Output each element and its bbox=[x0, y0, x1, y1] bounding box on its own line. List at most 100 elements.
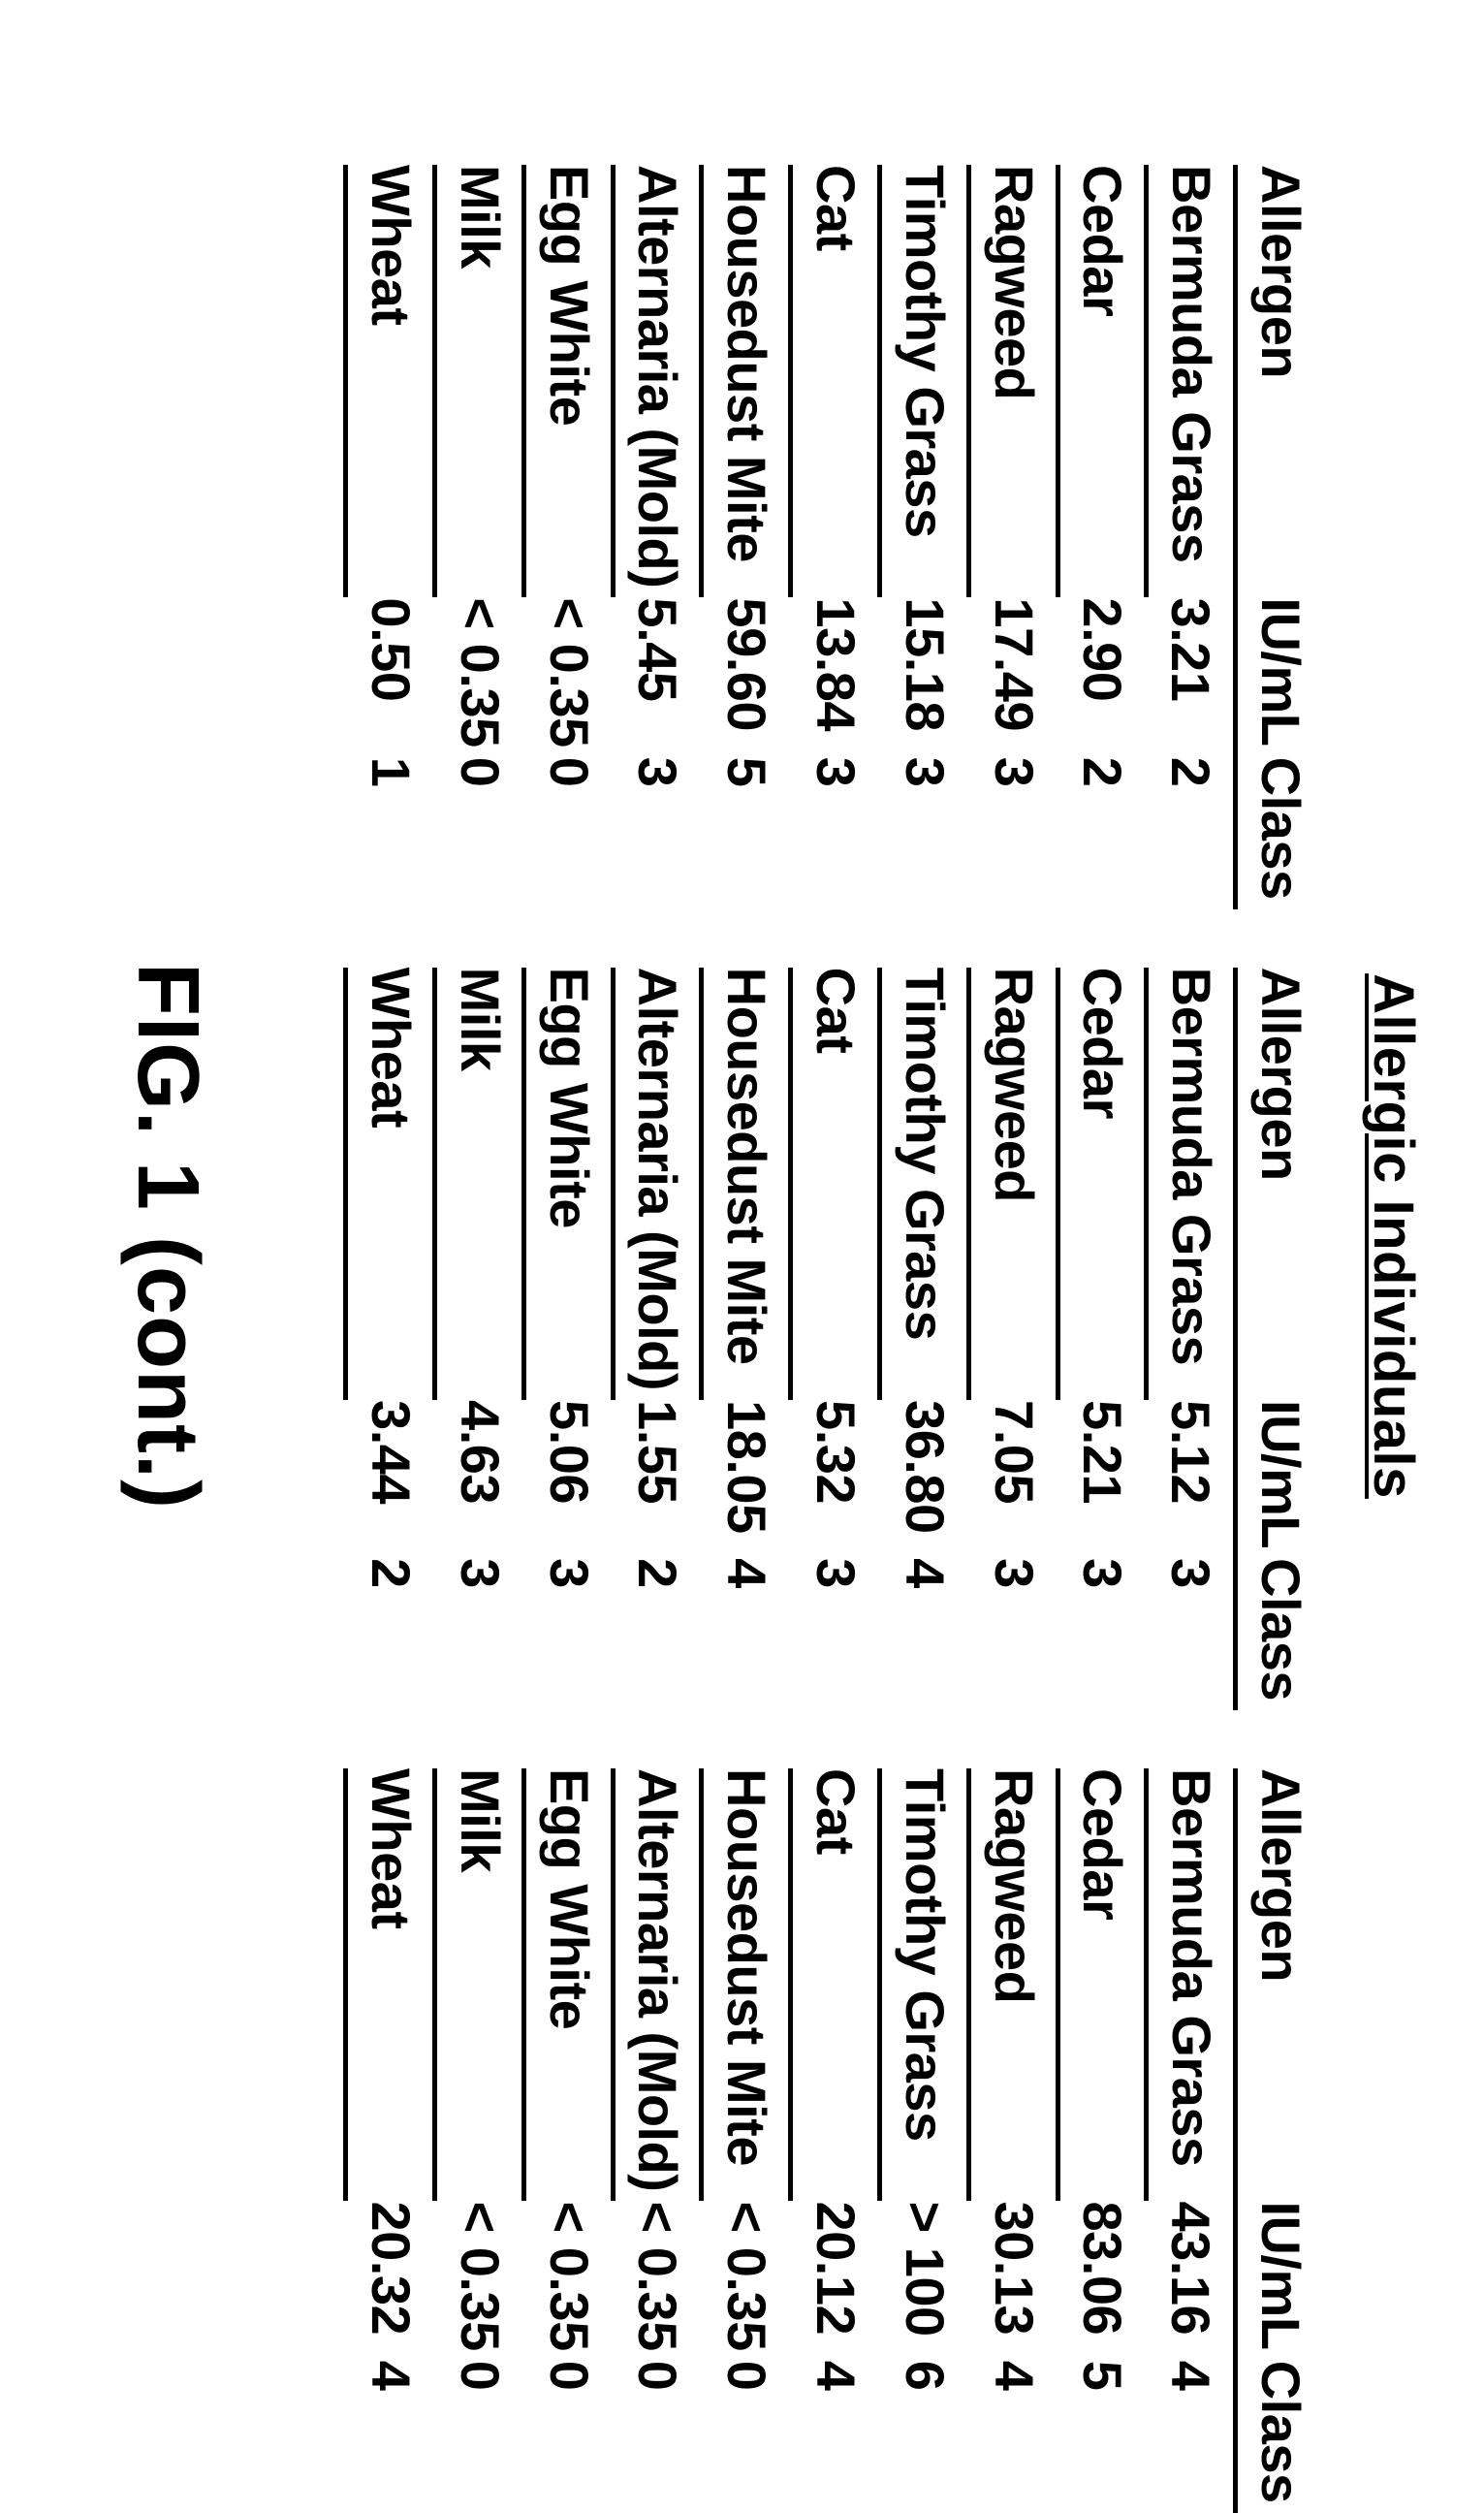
allergen-table-1: Allergen IU/mL Class Bermuda Grass3.212 … bbox=[343, 165, 1322, 909]
cell-class: 5 bbox=[702, 757, 791, 909]
cell-iu: 5.32 bbox=[791, 1400, 880, 1558]
cell-iu: 1.55 bbox=[613, 1400, 702, 1558]
figure-caption: FIG. 1 (cont.) bbox=[117, 963, 217, 1510]
cell-iu: 0.50 bbox=[346, 597, 435, 756]
cell-allergen: Ragweed bbox=[968, 1768, 1058, 2201]
cell-class: 0 bbox=[435, 2361, 524, 2513]
cell-class: 0 bbox=[702, 2361, 791, 2513]
cell-iu: 3.21 bbox=[1147, 597, 1236, 756]
cell-class: 2 bbox=[613, 1558, 702, 1710]
cell-class: 2 bbox=[346, 1558, 435, 1710]
cell-allergen: Egg White bbox=[523, 968, 613, 1400]
cell-iu: 15.18 bbox=[880, 597, 969, 756]
header-class: Class bbox=[1236, 1558, 1322, 1710]
cell-class: 4 bbox=[880, 1558, 969, 1710]
header-class: Class bbox=[1236, 2361, 1322, 2513]
cell-allergen: Milk bbox=[435, 165, 524, 597]
header-allergen: Allergen bbox=[1236, 1768, 1322, 2201]
cell-class: 2 bbox=[1058, 757, 1147, 909]
cell-allergen: Cat bbox=[791, 165, 880, 597]
cell-allergen: Cat bbox=[791, 1768, 880, 2201]
cell-iu: 5.12 bbox=[1147, 1400, 1236, 1558]
cell-iu: < 0.35 bbox=[702, 2201, 791, 2360]
cell-allergen: Alternaria (Mold) bbox=[613, 968, 702, 1400]
cell-iu: < 0.35 bbox=[435, 2201, 524, 2360]
header-iu: IU/mL bbox=[1236, 597, 1322, 756]
cell-class: 0 bbox=[523, 757, 613, 909]
cell-allergen: Egg White bbox=[523, 165, 613, 597]
cell-class: 0 bbox=[523, 2361, 613, 2513]
cell-iu: 2.90 bbox=[1058, 597, 1147, 756]
cell-iu: 7.05 bbox=[968, 1400, 1058, 1558]
header-allergen: Allergen bbox=[1236, 165, 1322, 597]
cell-allergen: Bermuda Grass bbox=[1147, 968, 1236, 1400]
header-iu: IU/mL bbox=[1236, 1400, 1322, 1558]
page-title: Allergic Individuals bbox=[1361, 973, 1426, 1499]
cell-iu: 18.05 bbox=[702, 1400, 791, 1558]
allergen-table-2: Allergen IU/mL Class Bermuda Grass5.123 … bbox=[343, 968, 1322, 1710]
cell-class: 4 bbox=[1147, 2361, 1236, 2513]
cell-iu: < 0.35 bbox=[613, 2201, 702, 2360]
cell-class: 2 bbox=[1147, 757, 1236, 909]
cell-allergen: Timothy Grass bbox=[880, 1768, 969, 2201]
cell-iu: > 100 bbox=[880, 2201, 969, 2360]
cell-allergen: Cedar bbox=[1058, 1768, 1147, 2201]
cell-iu: < 0.35 bbox=[523, 2201, 613, 2360]
cell-allergen: Milk bbox=[435, 968, 524, 1400]
cell-iu: 43.16 bbox=[1147, 2201, 1236, 2360]
cell-class: 3 bbox=[1058, 1558, 1147, 1710]
cell-iu: 5.21 bbox=[1058, 1400, 1147, 1558]
cell-iu: < 0.35 bbox=[523, 597, 613, 756]
cell-iu: 5.45 bbox=[613, 597, 702, 756]
cell-iu: 83.06 bbox=[1058, 2201, 1147, 2360]
cell-allergen: Cat bbox=[791, 968, 880, 1400]
cell-iu: 5.06 bbox=[523, 1400, 613, 1558]
cell-iu: 4.63 bbox=[435, 1400, 524, 1558]
cell-iu: 20.32 bbox=[346, 2201, 435, 2360]
cell-iu: 3.44 bbox=[346, 1400, 435, 1558]
cell-allergen: Ragweed bbox=[968, 165, 1058, 597]
cell-class: 0 bbox=[435, 757, 524, 909]
cell-allergen: Bermuda Grass bbox=[1147, 1768, 1236, 2201]
cell-class: 3 bbox=[880, 757, 969, 909]
cell-allergen: Cedar bbox=[1058, 968, 1147, 1400]
cell-class: 3 bbox=[968, 1558, 1058, 1710]
cell-iu: < 0.35 bbox=[435, 597, 524, 756]
cell-allergen: Wheat bbox=[346, 968, 435, 1400]
cell-allergen: Housedust Mite bbox=[702, 968, 791, 1400]
cell-allergen: Wheat bbox=[346, 165, 435, 597]
cell-allergen: Egg White bbox=[523, 1768, 613, 2201]
cell-class: 3 bbox=[613, 757, 702, 909]
cell-allergen: Cedar bbox=[1058, 165, 1147, 597]
cell-class: 5 bbox=[1058, 2361, 1147, 2513]
header-allergen: Allergen bbox=[1236, 968, 1322, 1400]
cell-iu: 36.80 bbox=[880, 1400, 969, 1558]
cell-class: 4 bbox=[346, 2361, 435, 2513]
cell-allergen: Alternaria (Mold) bbox=[613, 1768, 702, 2201]
cell-class: 3 bbox=[791, 1558, 880, 1710]
cell-allergen: Housedust Mite bbox=[702, 1768, 791, 2201]
cell-iu: 13.84 bbox=[791, 597, 880, 756]
cell-class: 3 bbox=[435, 1558, 524, 1710]
cell-class: 3 bbox=[791, 757, 880, 909]
cell-allergen: Ragweed bbox=[968, 968, 1058, 1400]
cell-class: 1 bbox=[346, 757, 435, 909]
cell-allergen: Wheat bbox=[346, 1768, 435, 2201]
header-iu: IU/mL bbox=[1236, 2201, 1322, 2360]
cell-class: 3 bbox=[1147, 1558, 1236, 1710]
cell-iu: 20.12 bbox=[791, 2201, 880, 2360]
cell-class: 6 bbox=[880, 2361, 969, 2513]
cell-iu: 59.60 bbox=[702, 597, 791, 756]
cell-iu: 17.49 bbox=[968, 597, 1058, 756]
allergen-table-3: Allergen IU/mL Class Bermuda Grass43.164… bbox=[343, 1768, 1322, 2513]
cell-allergen: Alternaria (Mold) bbox=[613, 165, 702, 597]
cell-class: 4 bbox=[702, 1558, 791, 1710]
header-class: Class bbox=[1236, 757, 1322, 909]
cell-class: 0 bbox=[613, 2361, 702, 2513]
cell-allergen: Timothy Grass bbox=[880, 165, 969, 597]
cell-class: 4 bbox=[791, 2361, 880, 2513]
tables-container: Allergen IU/mL Class Bermuda Grass3.212 … bbox=[343, 165, 1322, 2307]
cell-allergen: Milk bbox=[435, 1768, 524, 2201]
cell-allergen: Bermuda Grass bbox=[1147, 165, 1236, 597]
cell-class: 3 bbox=[968, 757, 1058, 909]
